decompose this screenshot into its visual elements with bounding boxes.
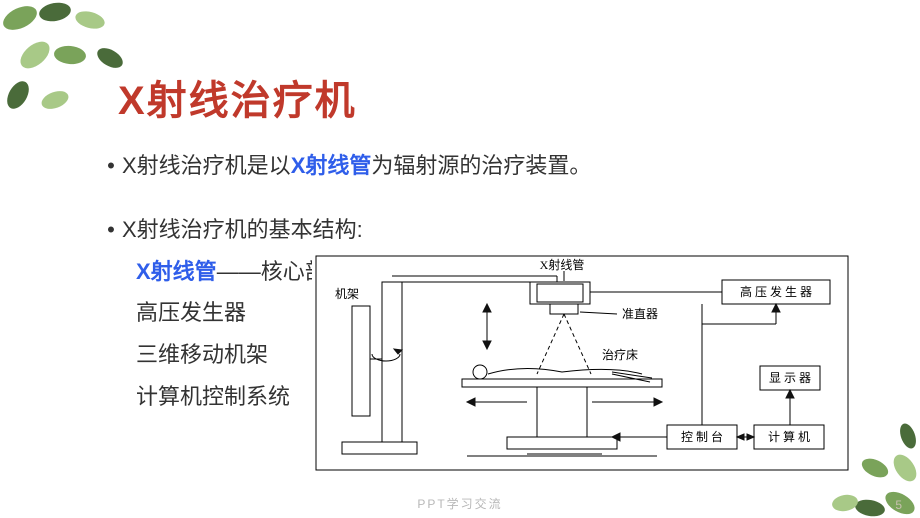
lbl-computer: 计 算 机 <box>768 429 810 444</box>
lbl-hv: 高 压 发 生 器 <box>740 284 812 299</box>
p1-emphasis: X射线管 <box>291 153 372 178</box>
p1-post: 为辐射源的治疗装置。 <box>371 153 591 178</box>
bullet-mark: • <box>100 209 122 251</box>
page-number: 5 <box>895 498 902 512</box>
bullet-mark: • <box>100 145 122 187</box>
bullet-1: • X射线治疗机是以X射线管为辐射源的治疗装置。 <box>100 145 591 187</box>
slide-title: X射线治疗机 <box>118 68 357 126</box>
lbl-console: 控 制 台 <box>681 429 723 444</box>
system-diagram: X射线管 高 压 发 生 器 准直器 机架 治疗床 控 制 台 <box>312 254 852 474</box>
lbl-collimator: 准直器 <box>622 307 658 321</box>
lbl-display: 显 示 器 <box>769 371 811 385</box>
p2-lead: X射线治疗机的基本结构: <box>122 209 363 251</box>
footer-text: PPT学习交流 <box>0 495 920 512</box>
lbl-xray-tube: X射线管 <box>540 257 585 272</box>
lbl-gantry: 机架 <box>335 287 359 301</box>
p1-pre: X射线治疗机是以 <box>122 153 291 178</box>
bullet-2: • X射线治疗机的基本结构: <box>100 209 591 251</box>
lbl-bed: 治疗床 <box>602 348 638 362</box>
